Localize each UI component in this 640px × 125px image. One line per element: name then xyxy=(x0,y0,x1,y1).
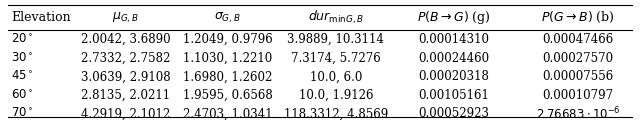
Text: Elevation: Elevation xyxy=(11,11,70,24)
Text: 1.2049, 0.9796: 1.2049, 0.9796 xyxy=(183,33,273,46)
Text: 0.00052923: 0.00052923 xyxy=(419,107,490,120)
Text: $2.76683 \cdot 10^{-6}$: $2.76683 \cdot 10^{-6}$ xyxy=(536,106,620,122)
Text: 0.00024460: 0.00024460 xyxy=(419,52,490,65)
Text: 0.00007556: 0.00007556 xyxy=(543,70,614,83)
Text: 10.0, 6.0: 10.0, 6.0 xyxy=(310,70,362,83)
Text: $30^\circ$: $30^\circ$ xyxy=(11,52,33,65)
Text: 1.6980, 1.2602: 1.6980, 1.2602 xyxy=(183,70,272,83)
Text: 1.1030, 1.2210: 1.1030, 1.2210 xyxy=(183,52,272,65)
Text: 0.00027570: 0.00027570 xyxy=(543,52,614,65)
Text: 2.0042, 3.6890: 2.0042, 3.6890 xyxy=(81,33,170,46)
Text: 118.3312, 4.8569: 118.3312, 4.8569 xyxy=(284,107,388,120)
Text: 0.00010797: 0.00010797 xyxy=(543,89,614,102)
Text: 3.0639, 2.9108: 3.0639, 2.9108 xyxy=(81,70,170,83)
Text: 2.7332, 2.7582: 2.7332, 2.7582 xyxy=(81,52,170,65)
Text: $dur_{\mathrm{min}G,B}$: $dur_{\mathrm{min}G,B}$ xyxy=(308,9,364,26)
Text: 1.9595, 0.6568: 1.9595, 0.6568 xyxy=(183,89,273,102)
Text: 3.9889, 10.3114: 3.9889, 10.3114 xyxy=(287,33,385,46)
Text: 7.3174, 5.7276: 7.3174, 5.7276 xyxy=(291,52,381,65)
Text: $70^\circ$: $70^\circ$ xyxy=(11,107,33,120)
Text: $\mu_{G,B}$: $\mu_{G,B}$ xyxy=(112,10,139,25)
Text: 4.2919, 2.1012: 4.2919, 2.1012 xyxy=(81,107,170,120)
Text: 10.0, 1.9126: 10.0, 1.9126 xyxy=(299,89,373,102)
Text: 0.00020318: 0.00020318 xyxy=(419,70,489,83)
Text: 0.00014310: 0.00014310 xyxy=(419,33,490,46)
Text: 2.8135, 2.0211: 2.8135, 2.0211 xyxy=(81,89,170,102)
Text: $45^\circ$: $45^\circ$ xyxy=(11,70,33,83)
Text: $20^\circ$: $20^\circ$ xyxy=(11,33,33,46)
Text: $P(B \rightarrow G)$ (g): $P(B \rightarrow G)$ (g) xyxy=(417,9,491,26)
Text: 2.4703, 1.0341: 2.4703, 1.0341 xyxy=(183,107,273,120)
Text: $P(G \rightarrow B)$ (b): $P(G \rightarrow B)$ (b) xyxy=(541,10,615,25)
Text: 0.00047466: 0.00047466 xyxy=(543,33,614,46)
Text: $60^\circ$: $60^\circ$ xyxy=(11,89,33,102)
Text: 0.00105161: 0.00105161 xyxy=(419,89,489,102)
Text: $\sigma_{G,B}$: $\sigma_{G,B}$ xyxy=(214,10,241,25)
